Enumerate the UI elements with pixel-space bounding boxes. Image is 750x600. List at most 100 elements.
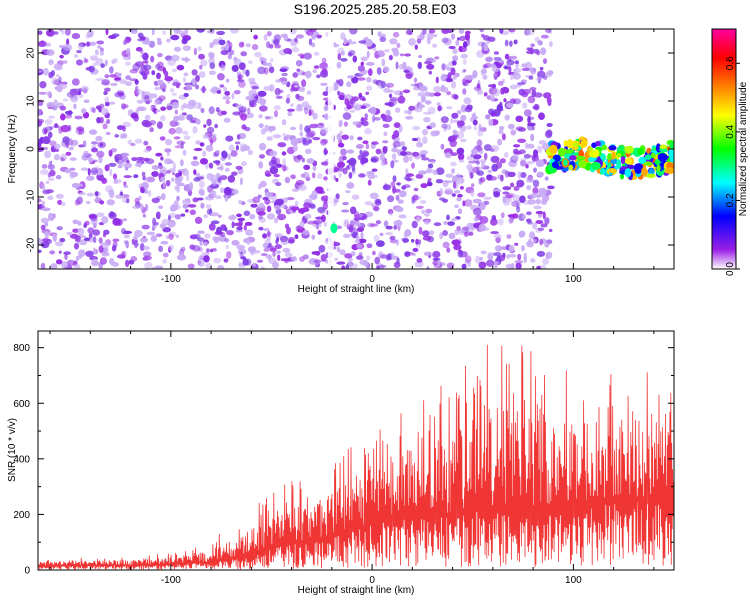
heatmap-cell — [274, 204, 281, 211]
heatmap-cell — [266, 213, 276, 220]
heatmap-cell — [119, 79, 127, 85]
heatmap-cell — [549, 41, 553, 48]
heatmap-cell — [282, 133, 287, 136]
heatmap-cell — [182, 103, 187, 109]
heatmap-cell — [318, 244, 326, 253]
heatmap-cell — [177, 254, 186, 261]
heatmap-cell — [548, 228, 553, 233]
heatmap-cell — [488, 119, 494, 126]
heatmap-cell — [262, 62, 270, 66]
heatmap-cell — [508, 29, 516, 33]
heatmap-cell — [344, 253, 353, 259]
heatmap-gap — [327, 29, 334, 269]
heatmap-cell — [500, 212, 505, 219]
heatmap-cell — [446, 106, 453, 110]
heatmap-cell — [287, 111, 293, 117]
signal-cell — [616, 159, 622, 170]
heatmap-cell — [66, 231, 73, 236]
heatmap-cell — [365, 39, 373, 47]
heatmap-cell — [455, 40, 460, 47]
heatmap-cell — [73, 263, 81, 269]
heatmap-cell — [39, 81, 47, 89]
heatmap-cell — [375, 148, 382, 155]
heatmap-cell — [515, 115, 524, 123]
heatmap-cell — [136, 88, 142, 95]
heatmap-cell — [470, 189, 475, 197]
heatmap-cell — [524, 142, 529, 150]
heatmap-cell — [402, 184, 411, 189]
heatmap-cell — [517, 138, 527, 143]
heatmap-cell — [530, 258, 536, 263]
heatmap-cell — [532, 179, 540, 188]
heatmap-cell — [210, 138, 213, 146]
heatmap-cell — [83, 237, 91, 242]
heatmap-cell — [419, 200, 427, 204]
heatmap-cell — [357, 65, 365, 72]
heatmap-cell — [499, 158, 506, 164]
heatmap-cell — [357, 136, 363, 141]
signal-cell — [563, 140, 568, 147]
heatmap-cell — [304, 213, 312, 220]
heatmap-cell — [487, 36, 496, 42]
heatmap-cell — [148, 93, 158, 99]
heatmap-cell — [304, 125, 311, 133]
heatmap-cell — [104, 164, 110, 172]
heatmap-cell — [155, 211, 161, 220]
heatmap-cell — [38, 118, 44, 124]
heatmap-cell — [481, 69, 488, 74]
heatmap-cell — [456, 197, 462, 202]
heatmap-cell — [382, 146, 388, 154]
heatmap-cell — [337, 161, 345, 168]
heatmap-cell — [120, 133, 128, 139]
heatmap-cell — [151, 29, 155, 36]
heatmap-cell — [134, 197, 140, 204]
heatmap-cell — [437, 259, 441, 267]
heatmap-cell — [547, 185, 555, 190]
heatmap-cell — [222, 96, 231, 100]
heatmap-cell — [543, 92, 552, 99]
heatmap-cell — [38, 249, 42, 253]
heatmap-cell — [180, 246, 186, 252]
heatmap-cell — [169, 120, 178, 127]
heatmap-cell — [199, 254, 204, 259]
heatmap-cell — [423, 212, 430, 217]
heatmap-cell — [418, 226, 423, 235]
signal-cell — [587, 157, 595, 163]
heatmap-cell — [51, 70, 55, 77]
heatmap-cell — [513, 39, 518, 45]
heatmap-cell — [351, 96, 359, 102]
heatmap-cell — [88, 65, 95, 73]
heatmap-cell — [123, 181, 127, 186]
heatmap-cell — [240, 51, 247, 57]
heatmap-cell — [235, 165, 243, 170]
heatmap-cell — [354, 239, 361, 244]
heatmap-cell — [447, 72, 452, 79]
heatmap-cell — [535, 198, 541, 205]
heatmap-cell — [186, 83, 192, 91]
heatmap-cell — [432, 43, 438, 48]
heatmap-cell — [90, 214, 98, 222]
heatmap-cell — [381, 58, 386, 67]
heatmap-cell — [400, 141, 406, 147]
heatmap-cell — [88, 232, 93, 239]
heatmap-cell — [225, 135, 234, 142]
heatmap-cell — [257, 66, 266, 75]
heatmap-cell — [268, 242, 272, 248]
signal-cell — [634, 163, 643, 170]
heatmap-cell — [142, 213, 147, 218]
heatmap-cell — [459, 186, 464, 190]
heatmap-cell — [258, 214, 263, 220]
heatmap-cell — [528, 75, 534, 80]
heatmap-cell — [336, 246, 341, 253]
top-y-axis-label: Frequency (Hz) — [7, 115, 18, 184]
heatmap-cell — [313, 259, 322, 264]
heatmap-cell — [522, 214, 526, 220]
heatmap-cell — [502, 195, 507, 203]
heatmap-cell — [525, 176, 534, 183]
heatmap-cell — [336, 62, 342, 69]
heatmap-cell — [306, 90, 312, 95]
heatmap-cell — [258, 114, 263, 119]
heatmap-cell — [293, 84, 299, 88]
heatmap-cell — [234, 141, 241, 145]
signal-cell — [610, 158, 619, 165]
